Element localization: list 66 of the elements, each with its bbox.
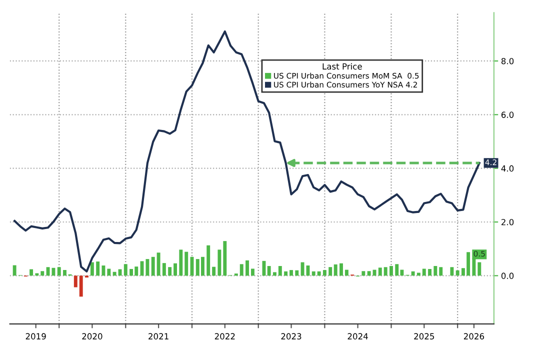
bar — [223, 241, 227, 276]
bar — [478, 262, 482, 276]
bar — [312, 271, 316, 276]
legend-title: Last Price — [322, 63, 362, 70]
bar — [306, 265, 310, 276]
bar — [250, 268, 254, 276]
bar — [317, 271, 321, 276]
bar — [384, 267, 388, 276]
bar — [218, 250, 222, 276]
x-tick-label: 2024 — [348, 333, 368, 340]
bar — [344, 270, 348, 276]
bar — [240, 264, 244, 276]
bar — [362, 271, 366, 276]
bar — [179, 250, 183, 276]
bar — [52, 268, 56, 276]
bar — [168, 267, 172, 276]
x-tick-label: 2022 — [214, 333, 235, 340]
bar — [74, 276, 78, 288]
bar — [284, 271, 288, 276]
bar — [334, 264, 338, 276]
bar — [212, 266, 216, 276]
x-tick-label: 2023 — [281, 333, 302, 340]
bar — [151, 256, 155, 276]
x-tick-label: 2021 — [148, 333, 168, 340]
bar — [272, 272, 276, 276]
bar — [434, 266, 438, 276]
bar — [156, 252, 160, 276]
bar — [450, 267, 454, 276]
bar — [146, 259, 150, 276]
bar — [90, 262, 94, 276]
bar — [107, 268, 111, 276]
y-tick-label: 0.0 — [501, 272, 514, 279]
x-tick-label: 2020 — [82, 333, 102, 340]
bar — [206, 245, 210, 276]
bar — [112, 272, 116, 276]
bar — [30, 269, 34, 276]
bar — [184, 252, 188, 276]
bar — [328, 267, 332, 276]
bar — [278, 266, 282, 276]
y-tick-label: 4.0 — [501, 165, 514, 172]
bar — [96, 261, 100, 276]
bar — [422, 268, 426, 276]
bar — [416, 272, 420, 276]
bar — [367, 271, 371, 276]
x-tick-label: 2026 — [464, 333, 484, 340]
bar — [12, 265, 16, 276]
y-tick-label: 2.0 — [501, 218, 514, 226]
bar — [340, 263, 343, 276]
x-tick-label: 2025 — [414, 333, 434, 340]
y-tick-label: 8.0 — [501, 58, 514, 64]
bar — [439, 267, 443, 276]
bar — [63, 270, 66, 276]
bar — [174, 263, 177, 276]
bar — [411, 271, 415, 276]
x-tick-label: 2019 — [26, 333, 46, 340]
bar — [102, 265, 106, 276]
bar — [162, 263, 166, 276]
bar — [295, 270, 299, 276]
y-tick-label: 6.0 — [501, 112, 514, 118]
bar — [246, 260, 249, 276]
bar — [267, 266, 271, 276]
bar — [428, 268, 432, 276]
bar — [79, 276, 83, 297]
bar — [40, 271, 44, 276]
bar — [378, 268, 382, 276]
bar — [290, 270, 293, 276]
